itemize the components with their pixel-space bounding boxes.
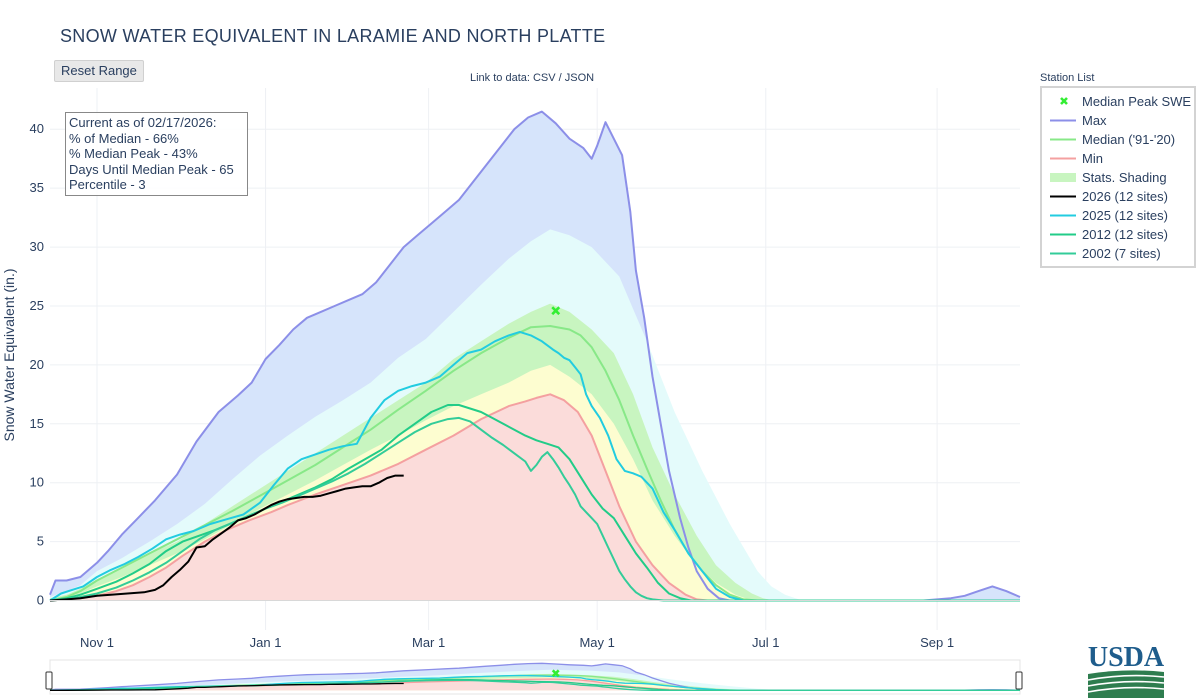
marker-layer — [551, 306, 561, 316]
legend-label: 2012 (12 sites) — [1082, 227, 1168, 242]
mini-series-2026-12-sites — [49, 682, 404, 692]
legend-swatch — [1050, 214, 1076, 217]
mini-median-peak-marker — [551, 669, 560, 678]
legend-swatch — [1050, 195, 1076, 198]
x-tick-label: Mar 1 — [412, 635, 445, 650]
legend-label: 2026 (12 sites) — [1082, 189, 1168, 204]
legend-swatch — [1050, 173, 1076, 182]
y-tick-label: 20 — [30, 357, 44, 372]
usda-logo: USDA — [1087, 642, 1165, 698]
legend-item[interactable]: 2025 (12 sites) — [1048, 206, 1168, 225]
status-line-median: % of Median - 66% — [69, 130, 179, 146]
legend-swatch — [1050, 119, 1076, 122]
y-tick-label: 25 — [30, 298, 44, 313]
range-slider-preview — [49, 662, 1021, 692]
x-tick-label: Sep 1 — [920, 635, 954, 650]
legend-swatch — [1050, 252, 1076, 255]
y-tick-label: 35 — [30, 180, 44, 195]
range-handle-left[interactable] — [45, 671, 53, 690]
y-tick-label: 15 — [30, 416, 44, 431]
legend-swatch — [1060, 97, 1068, 105]
legend-label: 2002 (7 sites) — [1082, 246, 1161, 261]
legend-item[interactable]: 2002 (7 sites) — [1048, 244, 1161, 263]
range-handle-right[interactable] — [1015, 671, 1023, 690]
series-line-2012-12-sites — [49, 404, 1020, 602]
legend-item[interactable]: Stats. Shading — [1048, 168, 1167, 187]
status-line-date: Current as of 02/17/2026: — [69, 115, 217, 130]
series-line-2002-7-sites — [49, 416, 1020, 602]
y-tick-label: 5 — [37, 534, 44, 549]
legend-item[interactable]: Min — [1048, 149, 1103, 168]
legend-item[interactable]: Max — [1048, 111, 1107, 130]
page-title: SNOW WATER EQUIVALENT IN LARAMIE AND NOR… — [60, 26, 606, 46]
current-status-box: Current as of 02/17/2026: % of Median - … — [65, 112, 248, 196]
legend-item[interactable]: Median Peak SWE — [1048, 92, 1191, 111]
axis-layer: 0 5 10 15 20 25 30 35 40 Nov 1 Jan 1 Mar 1 May 1 Jul … — [30, 121, 1020, 650]
data-link[interactable]: Link to data: CSV / JSON — [470, 72, 595, 84]
series-line-2025-12-sites — [49, 330, 1020, 602]
legend-label: 2025 (12 sites) — [1082, 208, 1168, 223]
reset-range-button[interactable]: Reset Range — [54, 60, 144, 82]
station-list-link[interactable]: Station List — [1040, 72, 1095, 84]
legend-swatch — [1050, 138, 1076, 141]
legend-item[interactable]: 2012 (12 sites) — [1048, 225, 1168, 244]
y-tick-label: 0 — [37, 593, 44, 608]
usda-logo-text: USDA — [1088, 642, 1165, 673]
legend-item[interactable]: 2026 (12 sites) — [1048, 187, 1168, 206]
legend-item[interactable]: Median ('91-'20) — [1048, 130, 1175, 149]
legend-label: Min — [1082, 151, 1103, 166]
series-line-2026-12-sites — [49, 474, 404, 602]
band-min — [50, 394, 1020, 601]
mini-band-min — [50, 679, 1020, 691]
status-line-median-peak: % Median Peak - 43% — [69, 146, 198, 161]
legend-swatch — [1050, 233, 1076, 236]
range-slider[interactable] — [45, 659, 1023, 695]
legend-label: Median Peak SWE — [1082, 94, 1192, 109]
series-line-min — [49, 393, 1020, 602]
status-line-percentile: Percentile - 3 — [69, 177, 146, 192]
x-tick-label: Jan 1 — [250, 635, 282, 650]
legend-swatch — [1050, 157, 1076, 160]
y-tick-label: 40 — [30, 121, 44, 136]
legend-label: Max — [1082, 113, 1107, 128]
legend-label: Stats. Shading — [1082, 170, 1167, 185]
chart-legend: Median Peak SWE Max Median ('91-'20) Min Sta… — [1040, 86, 1196, 268]
legend-label: Median ('91-'20) — [1082, 132, 1176, 147]
median-peak-marker — [551, 306, 561, 316]
y-tick-label: 30 — [30, 239, 44, 254]
x-tick-label: Jul 1 — [752, 635, 779, 650]
y-tick-label: 10 — [30, 475, 44, 490]
status-line-days: Days Until Median Peak - 65 — [69, 161, 234, 177]
x-tick-label: May 1 — [579, 635, 614, 650]
x-tick-label: Nov 1 — [80, 635, 114, 650]
y-axis-label: Snow Water Equivalent (in.) — [1, 269, 17, 442]
